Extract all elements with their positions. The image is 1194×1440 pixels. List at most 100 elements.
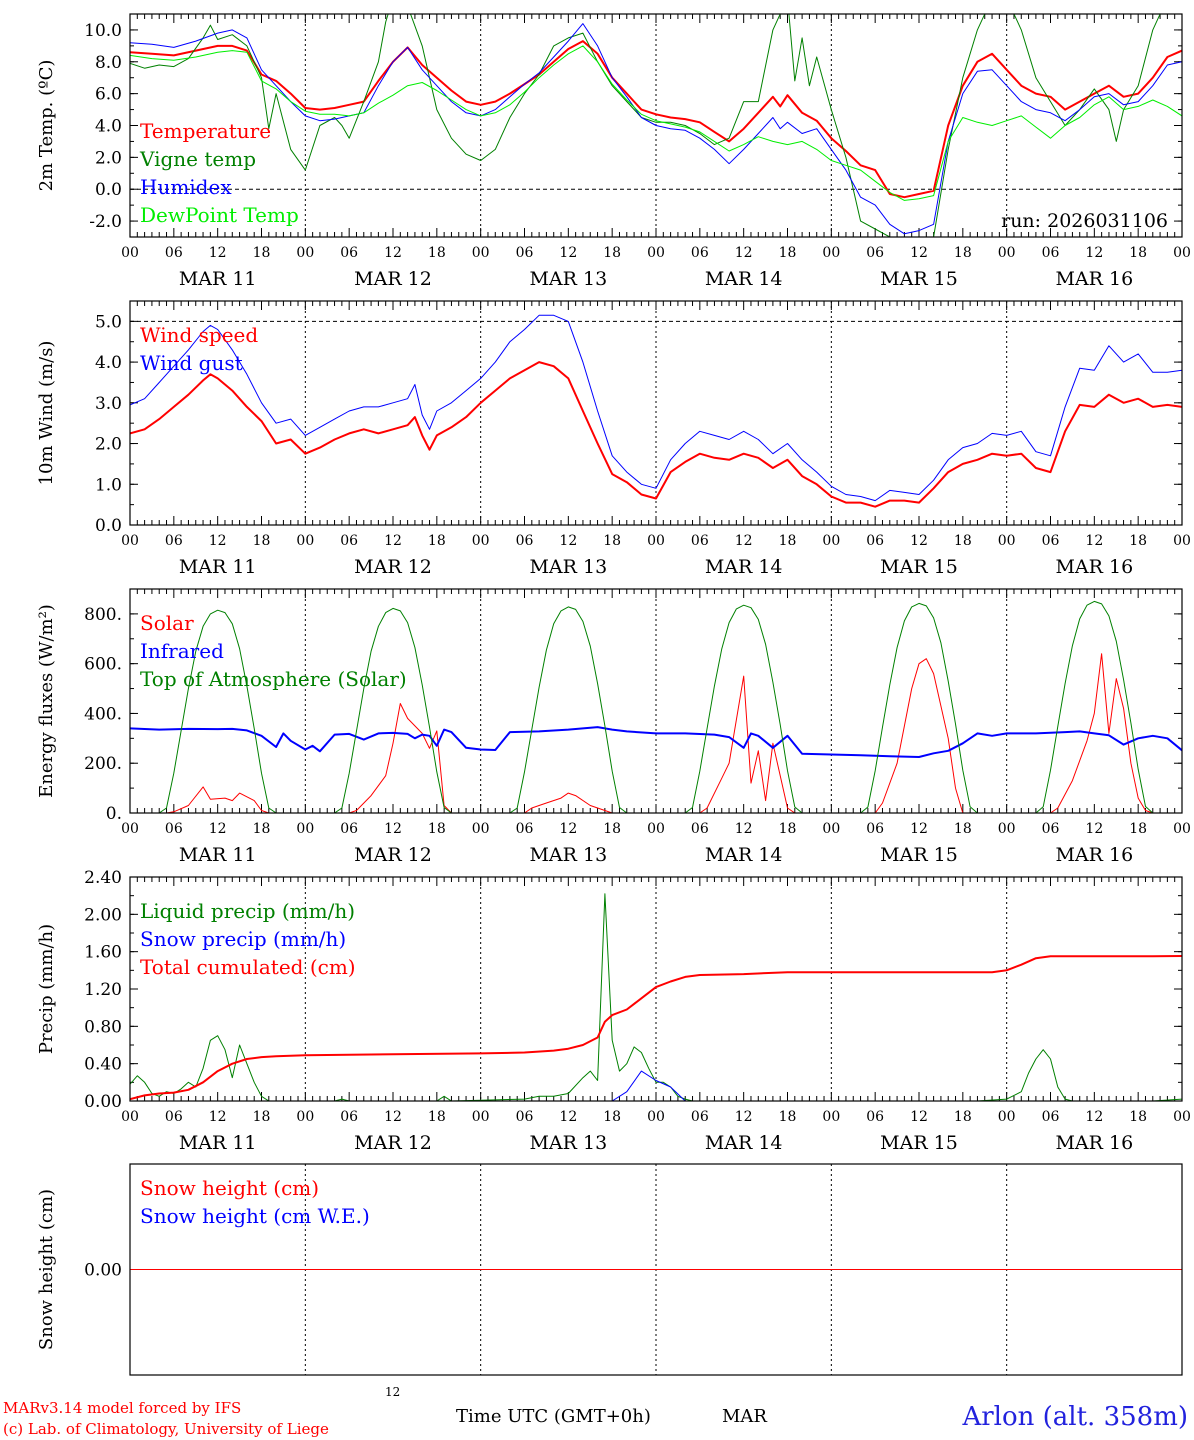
day-label: MAR 11 bbox=[179, 268, 257, 290]
legend-entry: Wind speed bbox=[140, 323, 258, 347]
series-solar bbox=[130, 653, 1182, 813]
hour-tick-label: 18 bbox=[779, 245, 797, 261]
hour-tick-label: 18 bbox=[603, 821, 621, 837]
day-label: MAR 12 bbox=[354, 844, 432, 866]
hour-tick-label: 06 bbox=[165, 533, 183, 549]
hour-tick-label: 00 bbox=[296, 533, 314, 549]
hour-tick-label: 00 bbox=[121, 821, 139, 837]
legend-entry: Snow height (cm W.E.) bbox=[140, 1204, 370, 1228]
hour-tick-label: 18 bbox=[603, 1109, 621, 1125]
hour-tick-label: 18 bbox=[428, 1109, 446, 1125]
hour-tick-label: 12 bbox=[910, 1109, 928, 1125]
y-axis-label: 10m Wind (m/s) bbox=[36, 341, 57, 486]
y-tick-label: 2.0 bbox=[95, 435, 122, 455]
extra-tick-label: 12 bbox=[385, 1385, 401, 1399]
hour-tick-label: 18 bbox=[1129, 1109, 1147, 1125]
hour-tick-label: 00 bbox=[822, 245, 840, 261]
hour-tick-label: 06 bbox=[165, 245, 183, 261]
series-humidex bbox=[130, 23, 1182, 235]
run-label: run: 2026031106 bbox=[1001, 210, 1168, 232]
series-liquid-precip-mm-h- bbox=[130, 893, 1182, 1101]
hour-tick-label: 18 bbox=[253, 533, 271, 549]
hour-tick-label: 18 bbox=[779, 1109, 797, 1125]
plot-frame bbox=[129, 300, 1183, 526]
legend-entry: Liquid precip (mm/h) bbox=[140, 899, 355, 923]
y-tick-label: 6.0 bbox=[95, 85, 122, 105]
hour-tick-label: 06 bbox=[516, 245, 534, 261]
hour-tick-label: 00 bbox=[472, 533, 490, 549]
hour-tick-label: 12 bbox=[1085, 1109, 1103, 1125]
hour-tick-label: 18 bbox=[428, 245, 446, 261]
hour-tick-label: 12 bbox=[1085, 821, 1103, 837]
day-label: MAR 15 bbox=[880, 268, 958, 290]
hour-tick-label: 12 bbox=[1085, 533, 1103, 549]
y-tick-label: 2.40 bbox=[84, 868, 122, 888]
y-tick-label: 1.20 bbox=[84, 980, 122, 1000]
hour-tick-label: 18 bbox=[954, 533, 972, 549]
legend-entry: Wind gust bbox=[140, 351, 243, 375]
y-tick-label: 600. bbox=[84, 655, 122, 675]
y-tick-label: 0.40 bbox=[84, 1055, 122, 1075]
hour-tick-label: 06 bbox=[340, 533, 358, 549]
hour-tick-label: 18 bbox=[253, 821, 271, 837]
hour-tick-label: 06 bbox=[340, 245, 358, 261]
plot-frame bbox=[129, 588, 1183, 814]
y-tick-label: 0. bbox=[106, 804, 122, 824]
hour-tick-label: 06 bbox=[866, 533, 884, 549]
plot-frame bbox=[129, 1163, 1183, 1376]
hour-tick-label: 06 bbox=[165, 1109, 183, 1125]
y-tick-label: 0.0 bbox=[95, 180, 122, 200]
hour-tick-label: 00 bbox=[822, 821, 840, 837]
y-tick-label: 1.0 bbox=[95, 475, 122, 495]
hour-tick-label: 18 bbox=[603, 245, 621, 261]
y-tick-label: 2.0 bbox=[95, 148, 122, 168]
day-label: MAR 13 bbox=[529, 556, 607, 578]
y-axis-label: Energy fluxes (W/m²) bbox=[36, 604, 57, 798]
hour-tick-label: 00 bbox=[472, 821, 490, 837]
hour-tick-label: 00 bbox=[121, 1109, 139, 1125]
hour-tick-label: 18 bbox=[603, 533, 621, 549]
hour-tick-label: 18 bbox=[1129, 821, 1147, 837]
hour-tick-label: 00 bbox=[998, 1109, 1016, 1125]
legend-entry: Snow precip (mm/h) bbox=[140, 927, 346, 951]
hour-tick-label: 00 bbox=[822, 533, 840, 549]
day-label: MAR 13 bbox=[529, 268, 607, 290]
hour-tick-label: 12 bbox=[209, 533, 227, 549]
day-label: MAR 11 bbox=[179, 556, 257, 578]
hour-tick-label: 12 bbox=[209, 245, 227, 261]
y-tick-label: -2.0 bbox=[89, 212, 122, 232]
hour-tick-label: 12 bbox=[1085, 245, 1103, 261]
panel-temp: -2.0 0.0 2.0 4.0 6.0 8.0 10.0 2m Temp. (ºC) Temp… bbox=[36, 13, 1191, 290]
hour-tick-label: 00 bbox=[647, 245, 665, 261]
hour-tick-label: 00 bbox=[296, 245, 314, 261]
hour-tick-label: 06 bbox=[691, 821, 709, 837]
hour-tick-label: 18 bbox=[779, 533, 797, 549]
hour-tick-label: 18 bbox=[428, 821, 446, 837]
hour-tick-label: 00 bbox=[296, 1109, 314, 1125]
hour-tick-label: 12 bbox=[910, 245, 928, 261]
day-label: MAR 14 bbox=[705, 1132, 783, 1154]
series-group bbox=[130, 600, 1182, 813]
hour-tick-label: 00 bbox=[647, 1109, 665, 1125]
hour-tick-label: 06 bbox=[340, 821, 358, 837]
hour-tick-label: 18 bbox=[954, 821, 972, 837]
hour-tick-label: 06 bbox=[1042, 533, 1060, 549]
y-tick-label: 800. bbox=[84, 605, 122, 625]
lab-credit: (c) Lab. of Climatology, University of L… bbox=[3, 1420, 329, 1438]
legend-entry: Temperature bbox=[140, 119, 271, 143]
hour-tick-label: 06 bbox=[1042, 1109, 1060, 1125]
day-label: MAR 15 bbox=[880, 1132, 958, 1154]
day-label: MAR 14 bbox=[705, 268, 783, 290]
day-label: MAR 12 bbox=[354, 1132, 432, 1154]
month-label: MAR bbox=[722, 1406, 767, 1427]
y-tick-label: 0.80 bbox=[84, 1017, 122, 1037]
hour-tick-label: 12 bbox=[559, 821, 577, 837]
hour-tick-label: 06 bbox=[691, 533, 709, 549]
hour-tick-label: 06 bbox=[165, 821, 183, 837]
panel-energy: 0. 200. 400. 600. 800. Energy fluxes (W/m²) So… bbox=[36, 588, 1191, 866]
hour-tick-label: 12 bbox=[209, 1109, 227, 1125]
hour-tick-label: 12 bbox=[384, 533, 402, 549]
day-label: MAR 12 bbox=[354, 556, 432, 578]
hour-tick-label: 12 bbox=[384, 1109, 402, 1125]
